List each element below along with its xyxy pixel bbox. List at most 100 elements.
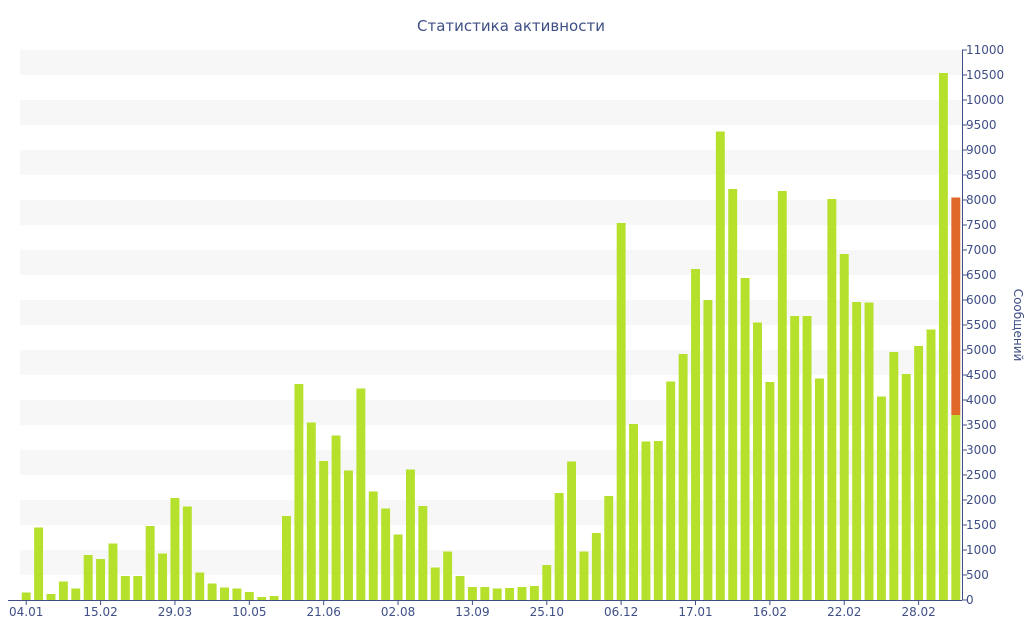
bar[interactable] — [542, 565, 552, 600]
bar[interactable] — [58, 581, 68, 601]
bar[interactable] — [133, 576, 143, 600]
y-tick-label: 6000 — [966, 293, 997, 307]
bar[interactable] — [120, 576, 130, 600]
bar[interactable] — [814, 378, 824, 601]
bar[interactable] — [554, 493, 564, 600]
bar[interactable] — [591, 533, 601, 600]
bar[interactable] — [443, 551, 453, 601]
y-tick-label: 3000 — [966, 443, 997, 457]
bar[interactable] — [467, 587, 477, 600]
bar[interactable] — [616, 223, 626, 600]
y-tick-label: 6500 — [966, 268, 997, 282]
bar[interactable] — [703, 300, 713, 600]
y-tick-label: 5000 — [966, 343, 997, 357]
x-tick-label: 02.08 — [381, 605, 415, 619]
bar[interactable] — [21, 592, 31, 601]
bar[interactable] — [914, 346, 924, 600]
bar[interactable] — [715, 131, 725, 601]
bar[interactable] — [96, 559, 106, 600]
x-tick-label: 17.01 — [678, 605, 712, 619]
x-tick-label: 22.02 — [827, 605, 861, 619]
bar[interactable] — [765, 382, 775, 600]
bar[interactable] — [405, 469, 415, 601]
bar[interactable] — [368, 491, 378, 601]
bar[interactable] — [480, 587, 490, 600]
bar[interactable] — [492, 588, 502, 601]
bar[interactable] — [71, 588, 81, 601]
bar[interactable] — [46, 594, 56, 600]
bar[interactable] — [418, 506, 428, 600]
bar[interactable] — [852, 302, 862, 600]
bar[interactable] — [505, 588, 515, 600]
bar[interactable] — [34, 527, 44, 601]
bar[interactable] — [170, 498, 180, 600]
bar[interactable] — [319, 461, 329, 600]
bar[interactable] — [753, 322, 762, 601]
bar[interactable] — [331, 435, 341, 601]
bar[interactable] — [306, 422, 316, 601]
bar[interactable] — [207, 583, 217, 601]
bar[interactable] — [666, 381, 676, 601]
bar[interactable] — [728, 189, 738, 600]
bar[interactable] — [220, 587, 229, 601]
bar[interactable] — [579, 551, 589, 601]
bar[interactable] — [257, 597, 267, 600]
bar[interactable] — [839, 254, 849, 600]
bar[interactable] — [393, 534, 403, 601]
y-tick-label: 1500 — [966, 518, 997, 532]
bar[interactable] — [864, 302, 874, 601]
bar[interactable] — [158, 553, 168, 601]
bar[interactable] — [938, 73, 948, 600]
y-tick-label: 9000 — [966, 143, 997, 157]
bar[interactable] — [827, 199, 837, 600]
y-axis-title: Сообщений — [1011, 289, 1024, 362]
y-tick-label: 8000 — [966, 193, 997, 207]
bars-group — [21, 73, 961, 601]
bar[interactable] — [629, 424, 639, 600]
y-tick-label: 5500 — [966, 318, 997, 332]
x-tick-label: 16.02 — [753, 605, 787, 619]
bar[interactable] — [294, 384, 304, 600]
bar[interactable] — [232, 588, 242, 601]
bar[interactable] — [777, 191, 787, 600]
grid-band — [20, 300, 962, 325]
bar[interactable] — [269, 596, 279, 600]
bar[interactable] — [641, 441, 651, 601]
bar[interactable] — [678, 354, 688, 600]
bar[interactable] — [529, 586, 539, 600]
bar[interactable] — [108, 543, 118, 601]
bar[interactable] — [653, 441, 663, 600]
bar[interactable] — [876, 396, 886, 601]
bar[interactable] — [604, 496, 614, 600]
bar[interactable] — [889, 352, 899, 600]
bar[interactable] — [517, 587, 527, 600]
bar[interactable] — [381, 508, 391, 601]
bar[interactable] — [926, 329, 936, 601]
x-tick-label: 21.06 — [306, 605, 340, 619]
bar[interactable] — [356, 388, 366, 601]
bar[interactable] — [567, 461, 577, 601]
bar[interactable] — [244, 592, 254, 600]
y-tick-label: 9500 — [966, 118, 997, 132]
bar[interactable] — [901, 374, 911, 600]
bar-highlight-segment[interactable] — [951, 197, 961, 416]
bar[interactable] — [282, 516, 291, 600]
y-tick-label: 7500 — [966, 218, 997, 232]
bar[interactable] — [455, 576, 465, 600]
bar[interactable] — [951, 415, 961, 600]
bar[interactable] — [430, 567, 440, 601]
bar[interactable] — [740, 278, 750, 600]
bar[interactable] — [343, 470, 353, 601]
bar[interactable] — [145, 526, 155, 600]
bar[interactable] — [790, 316, 800, 600]
x-tick-label: 15.02 — [83, 605, 117, 619]
bar[interactable] — [802, 316, 812, 600]
y-tick-label: 7000 — [966, 243, 997, 257]
grid-band — [20, 50, 962, 75]
chart-title: Статистика активности — [417, 17, 605, 35]
bar[interactable] — [182, 506, 192, 601]
bar[interactable] — [691, 269, 700, 600]
bar[interactable] — [195, 572, 205, 601]
bar[interactable] — [83, 555, 93, 600]
